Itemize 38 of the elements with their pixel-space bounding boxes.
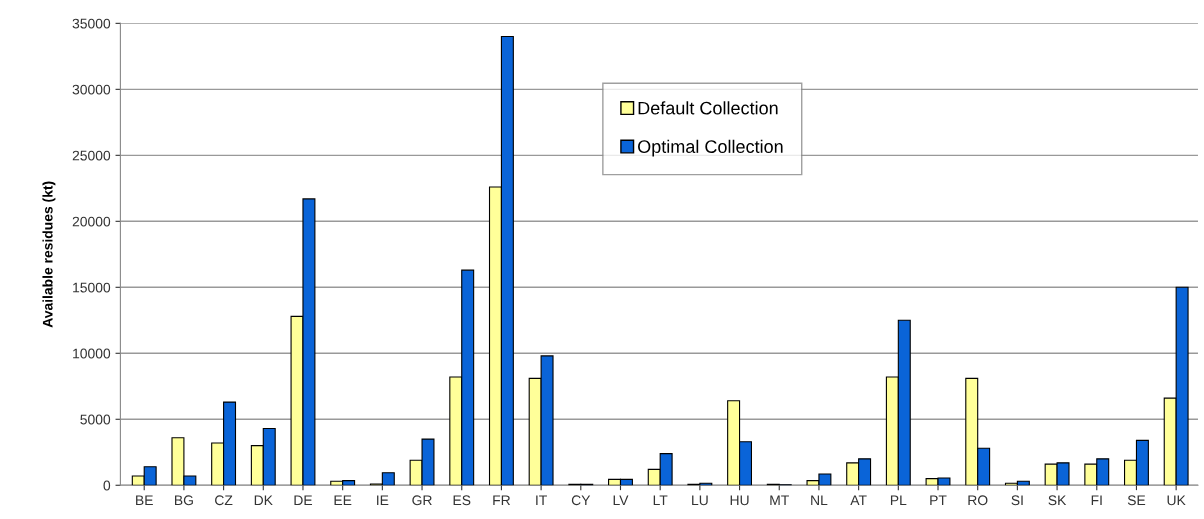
x-tick-label: LU <box>692 495 708 506</box>
x-tick-label: HU <box>730 495 749 506</box>
y-tick-label: 0 <box>103 480 111 491</box>
y-tick-label: 35000 <box>72 18 111 29</box>
legend-label: Default Collection <box>638 101 778 115</box>
y-tick-label: 30000 <box>72 84 111 95</box>
x-tick-label: AT <box>850 495 867 506</box>
x-tick-label: PT <box>930 495 947 506</box>
y-tick-label: 15000 <box>73 282 111 293</box>
y-tick-label: 25000 <box>72 150 111 161</box>
x-tick-label: CY <box>571 495 591 506</box>
x-tick-label: GR <box>412 495 432 506</box>
x-tick-label: LV <box>613 495 629 506</box>
x-tick-label: DK <box>254 495 273 506</box>
x-tick-label: LT <box>653 495 668 506</box>
y-tick-label: 20000 <box>72 216 111 227</box>
y-tick-label: 5000 <box>80 414 111 425</box>
x-tick-label: PL <box>890 495 907 506</box>
x-tick-label: NL <box>811 495 828 506</box>
x-tick-label: FR <box>493 495 511 506</box>
y-axis-title: Available residues (kt) <box>42 181 56 328</box>
x-tick-label: FI <box>1091 495 1102 506</box>
x-tick-label: BG <box>175 495 193 506</box>
x-tick-label: CZ <box>215 495 233 506</box>
x-tick-label: RO <box>968 495 988 506</box>
x-tick-label: DE <box>294 495 313 506</box>
x-tick-label: BE <box>136 495 153 506</box>
x-tick-label: IT <box>536 495 547 506</box>
x-tick-label: EE <box>334 495 352 506</box>
x-tick-label: SI <box>1011 495 1023 506</box>
x-tick-label: ES <box>453 495 471 506</box>
legend-label: Optimal Collection <box>638 139 783 157</box>
y-tick-label: 10000 <box>73 348 111 359</box>
x-tick-label: SE <box>1127 495 1146 506</box>
x-tick-label: UK <box>1167 495 1186 506</box>
x-tick-label: IE <box>377 495 389 506</box>
x-tick-label: SK <box>1048 495 1067 506</box>
x-tick-label: MT <box>770 495 789 506</box>
